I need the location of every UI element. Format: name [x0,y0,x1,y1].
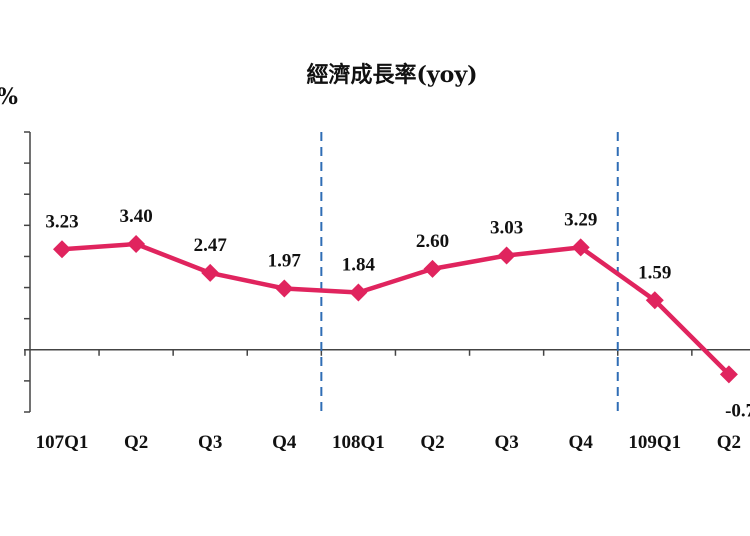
data-point [53,240,71,259]
x-tick-label: Q2 [124,432,148,453]
data-label: 3.29 [564,209,597,230]
growth-series: 3.23 3.40 2.47 1.97 1.84 2.60 3.03 3.29 1.59 -0.7… [45,206,750,421]
chart-title: 經濟成長率(yoy) [306,62,477,88]
data-point [127,235,146,253]
data-point [719,365,738,384]
data-point [645,291,664,310]
y-axis-unit: % [0,84,18,110]
data-label: 1.59 [638,262,671,283]
data-label: 2.60 [416,231,449,252]
data-label: 1.97 [268,250,302,271]
data-label: -0.79 [725,400,750,421]
data-label: 3.23 [45,211,78,232]
data-label: 2.47 [194,235,228,256]
data-label: 1.84 [342,255,376,276]
data-point [275,279,294,298]
x-tick-labels: 107Q1 Q2 Q3 Q4 108Q1 Q2 Q3 Q4 109Q1 Q2 [36,432,741,453]
data-label: 3.03 [490,218,523,239]
data-point [497,246,516,265]
x-tick-label: Q3 [494,432,518,453]
series-line [61,241,731,376]
axes [24,131,750,413]
data-point [201,263,220,282]
x-tick-label: 107Q1 [36,432,89,453]
x-tick-label: Q3 [198,432,222,453]
data-point [423,259,442,278]
x-tick-label: 108Q1 [332,432,385,453]
x-tick-label: 109Q1 [628,432,681,453]
x-tick-label: Q4 [272,432,297,453]
data-label: 3.40 [119,206,152,227]
x-tick-label: Q2 [420,432,444,453]
data-point [349,283,368,302]
x-tick-label: Q2 [717,432,741,453]
data-point [571,238,590,257]
x-tick-label: Q4 [569,432,594,453]
